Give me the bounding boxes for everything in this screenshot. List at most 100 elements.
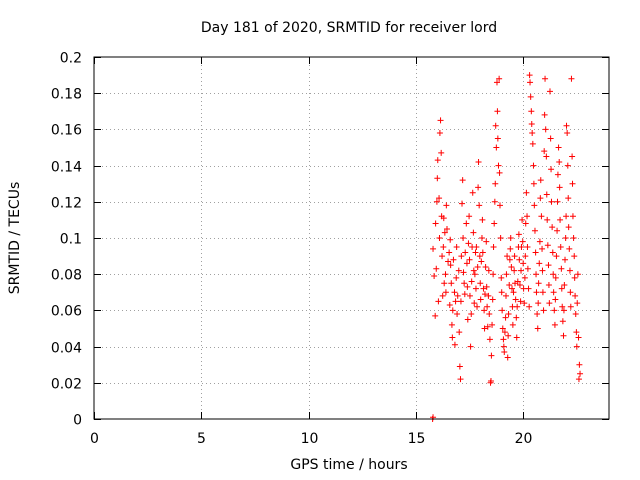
data-point [524,265,531,272]
x-axis-label: GPS time / hours [290,457,407,473]
data-point [441,229,448,236]
data-point [483,238,490,245]
data-point [549,224,556,231]
data-point [445,258,452,265]
data-point [556,158,563,165]
data-point [439,292,446,299]
data-point [470,229,477,236]
data-point [503,292,509,299]
data-point [461,291,468,298]
data-point [459,177,466,184]
data-point [541,111,548,118]
data-point [565,195,572,202]
grid [94,57,609,419]
y-tick-label: 0.1 [60,232,82,248]
data-point [472,249,479,256]
data-point [542,126,549,133]
data-point [563,122,570,129]
data-point [550,271,557,278]
data-point [567,289,574,296]
data-point [534,325,541,332]
data-point [448,321,455,328]
data-point [560,307,567,314]
data-point [539,289,546,296]
data-point [484,303,491,310]
data-point [474,303,481,310]
data-point [475,184,482,191]
data-point [461,280,468,287]
y-tick-label: 0.06 [51,304,82,320]
data-point [505,311,512,318]
data-point [569,180,576,187]
data-point [443,225,450,232]
data-point [450,256,457,263]
data-point [484,323,491,330]
data-point [541,148,548,155]
data-point [544,242,551,249]
data-point [490,271,497,278]
x-tick-label: 10 [301,431,319,447]
y-tick-label: 0 [73,413,82,429]
data-point [531,227,538,234]
data-point [442,271,449,278]
data-point [430,245,437,252]
data-point [505,332,512,339]
data-point [531,202,538,209]
data-point [455,267,462,274]
data-point [543,153,550,160]
y-tick-label: 0.14 [51,160,82,176]
data-point [573,343,580,350]
data-point [464,283,471,290]
data-point [442,289,449,296]
data-point [533,289,540,296]
data-point [463,260,470,267]
data-point [575,376,582,383]
data-point [529,140,536,147]
data-point [469,189,476,196]
data-point [447,236,454,243]
data-point [431,273,438,280]
data-point [530,180,537,187]
data-point [454,311,461,318]
data-point [530,162,537,169]
data-point [574,300,581,307]
data-point [436,130,443,137]
data-point [572,292,579,299]
data-point [467,343,474,350]
data-point [554,171,561,178]
data-point [508,263,515,270]
data-point [476,253,483,260]
data-point [496,75,503,82]
data-point [491,220,498,227]
chart-title: Day 181 of 2020, SRMTID for receiver lor… [201,20,497,36]
data-point [454,292,461,299]
data-point [482,263,489,270]
data-point [552,296,559,303]
data-point [568,75,575,82]
data-point [514,303,521,310]
data-point [436,195,443,202]
data-point [567,303,574,310]
y-tick-label: 0.08 [51,268,82,284]
data-point [437,117,444,124]
data-point [453,274,460,281]
data-point [499,325,506,332]
data-point [539,267,546,274]
data-point [560,332,567,339]
data-point [545,282,552,289]
data-point [546,300,553,307]
data-point [551,321,558,328]
data-point [552,274,559,281]
data-point [528,120,535,127]
data-point [564,162,571,169]
data-points [429,72,584,422]
data-point [521,300,528,307]
data-point [564,130,571,137]
data-point [471,271,478,278]
data-point [433,198,440,205]
data-point [519,216,526,223]
data-point [479,249,486,256]
data-point [572,311,579,318]
data-point [513,334,520,341]
